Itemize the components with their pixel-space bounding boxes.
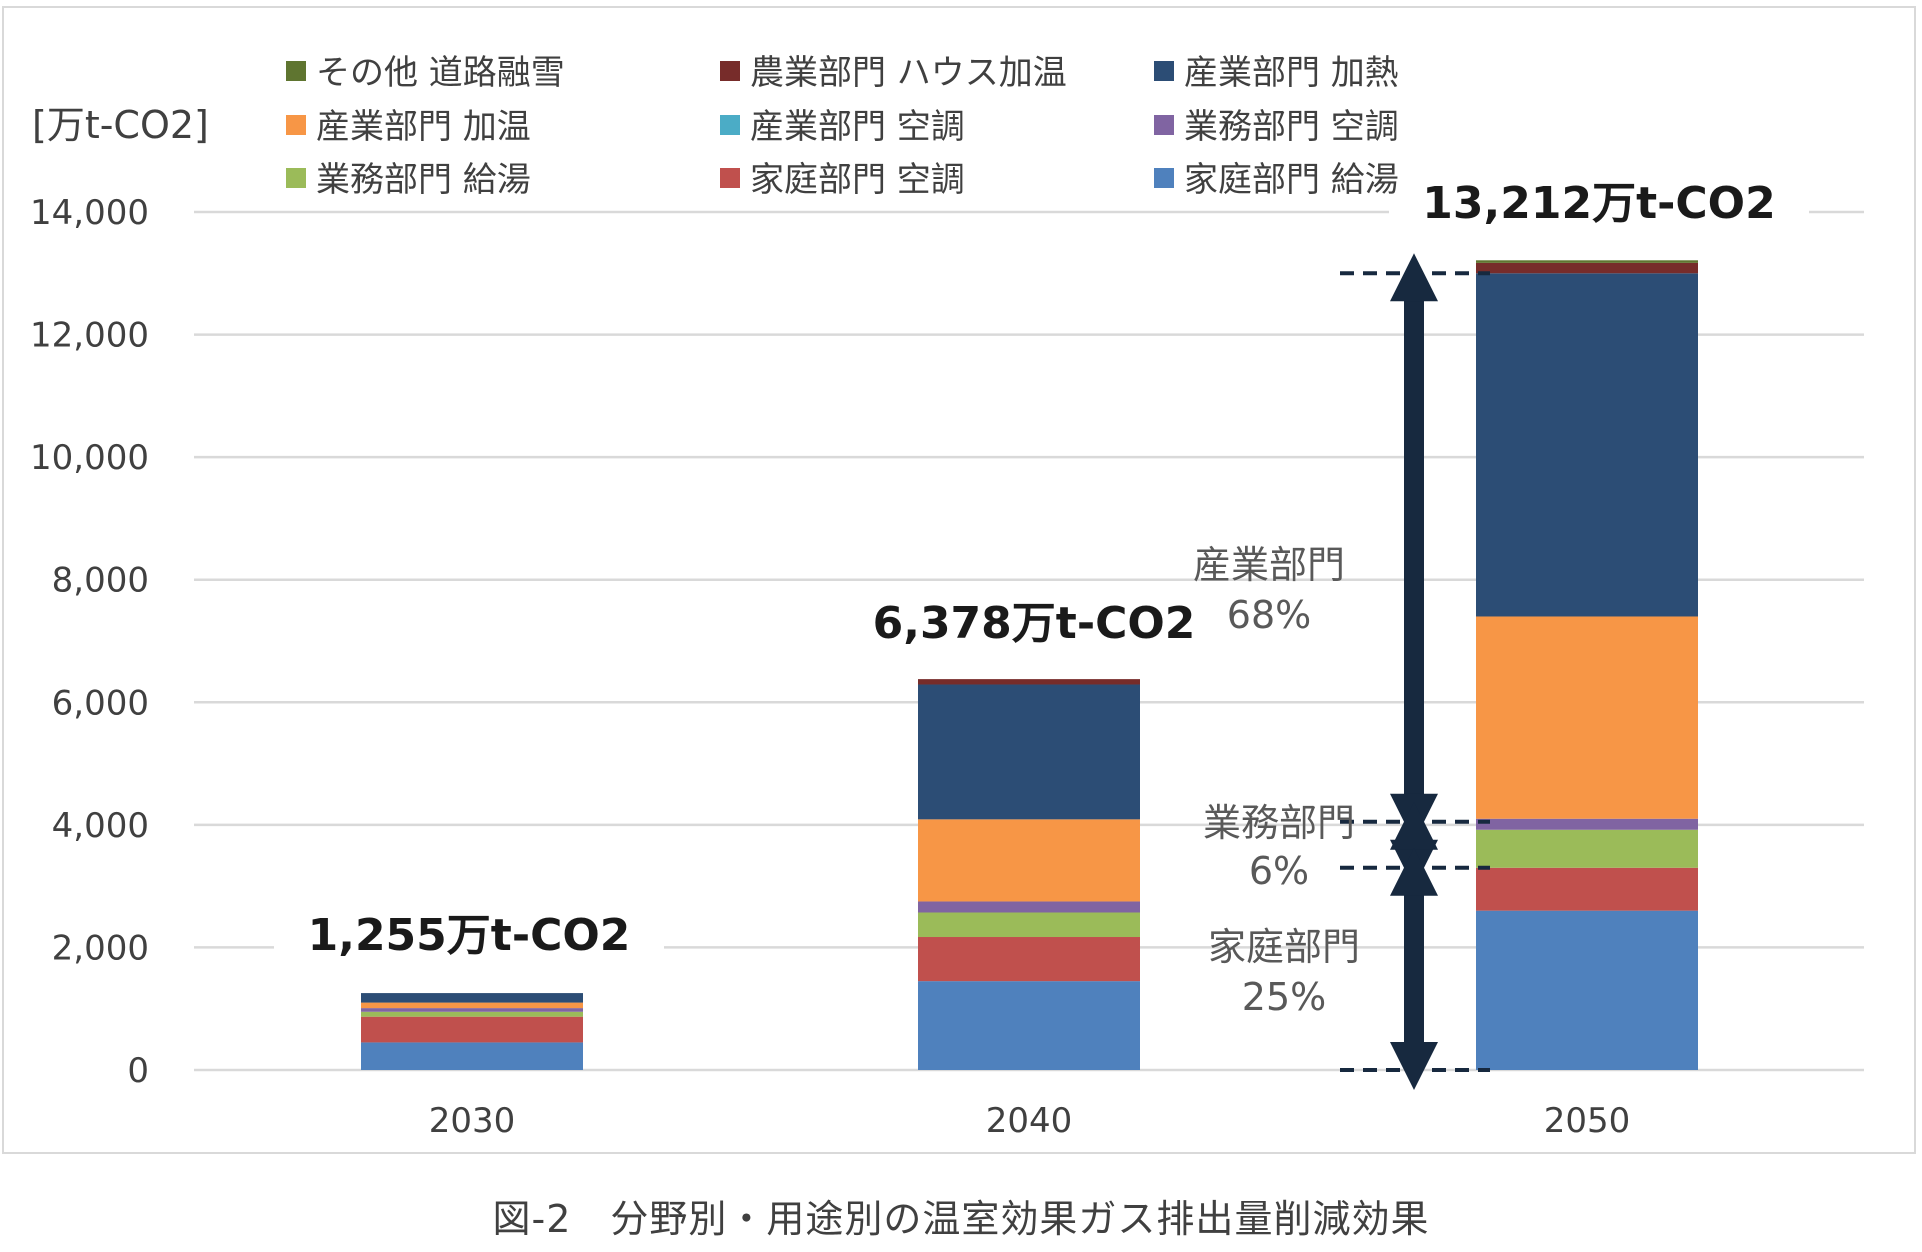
legend-swatch [286,168,306,188]
stacked-bar-chart: 02,0004,0006,0008,00010,00012,00014,000 … [30,53,1864,1141]
legend-label: 農業部門 ハウス加温 [750,53,1067,93]
legend-label: 産業部門 空調 [750,107,965,147]
bar-segment [361,1008,583,1012]
bar-segment [1476,616,1698,819]
y-tick-label: 0 [127,1051,149,1091]
legend-label: その他 道路融雪 [316,53,565,93]
sector-label: 産業部門 [1193,543,1345,587]
total-labels: 1,255万t-CO2 6,378万t-CO2 13,212万t-CO2 [274,172,1809,964]
y-axis-ticks: 0 2,000 4,000 6,000 8,000 10,000 12,000 14,000 [30,193,149,1091]
bar-segment [1476,273,1698,617]
bar-segment [1476,910,1698,1070]
total-label-background [1389,172,1809,232]
y-tick-label: 2,000 [52,928,149,968]
bar-segment [918,981,1140,1070]
bar-segment [361,1042,583,1070]
bar-segment [1476,829,1698,868]
x-axis-ticks: 2030 2040 2050 [429,1101,1631,1141]
bar-segment [361,993,583,1003]
y-tick-label: 10,000 [30,438,149,478]
legend-swatch [1154,61,1174,81]
bar-segment [361,1002,583,1009]
bar-segment [1476,818,1698,830]
legend: その他 道路融雪 農業部門 ハウス加温 産業部門 加熱産業部門 加温 産業部門 空調業… [286,53,1399,200]
legend-label: 家庭部門 給湯 [1184,160,1399,200]
legend-label: 業務部門 給湯 [316,160,531,200]
sector-share: 6% [1249,849,1309,893]
y-axis-unit-label: [万t-CO2] [32,103,209,147]
sector-label: 業務部門 [1203,801,1355,845]
bar-segment [1476,867,1698,911]
legend-label: 家庭部門 空調 [750,160,965,200]
x-tick-label: 2050 [1544,1101,1631,1141]
x-tick-label: 2040 [986,1101,1073,1141]
total-label-background [274,904,664,964]
legend-swatch [720,115,740,135]
legend-swatch [1154,168,1174,188]
bar-segment [918,684,1140,820]
chart-frame: 0 2,000 4,000 6,000 8,000 10,000 12,000 14,000 … [2,6,1916,1154]
legend-swatch [286,61,306,81]
figure-caption: 図-2 分野別・用途別の温室効果ガス排出量削減効果 [492,1197,1430,1241]
legend-swatch [1154,115,1174,135]
bars [361,260,1698,1070]
total-label: 13,212万t-CO2 [1422,178,1775,229]
sector-share: 68% [1227,593,1311,637]
y-tick-label: 12,000 [30,316,149,356]
bar-segment [1476,260,1698,263]
y-tick-label: 14,000 [30,193,149,233]
legend-label: 業務部門 空調 [1184,107,1399,147]
bar-segment [918,937,1140,982]
bar-segment [918,819,1140,902]
sector-share: 25% [1242,975,1326,1019]
total-label: 6,378万t-CO2 [873,598,1196,649]
y-tick-label: 8,000 [52,561,149,601]
legend-label: 産業部門 加熱 [1184,53,1399,93]
bar-segment [918,679,1140,685]
bar-segment [361,1011,583,1017]
total-label-background [839,592,1229,652]
legend-label: 産業部門 加温 [316,107,531,147]
bar-segment [918,912,1140,938]
legend-swatch [720,168,740,188]
x-tick-label: 2030 [429,1101,516,1141]
legend-swatch [286,115,306,135]
total-label: 1,255万t-CO2 [308,910,631,961]
sector-label: 家庭部門 [1208,925,1360,969]
legend-swatch [720,61,740,81]
y-tick-label: 6,000 [52,683,149,723]
bar-segment [1476,262,1698,274]
y-tick-label: 4,000 [52,806,149,846]
bar-segment [361,1016,583,1043]
bar-segment [918,901,1140,913]
